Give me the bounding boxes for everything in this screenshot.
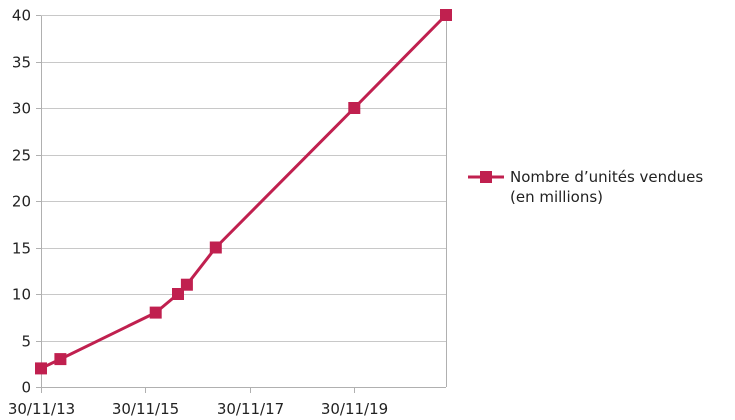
data-point-3 bbox=[172, 288, 184, 300]
data-point-0 bbox=[35, 362, 47, 375]
data-point-2 bbox=[149, 306, 162, 319]
data-point-1 bbox=[54, 353, 67, 366]
series-line bbox=[40, 13, 448, 370]
series-group bbox=[35, 9, 452, 375]
y-tick-label: 15 bbox=[12, 240, 31, 258]
y-tick-label: 0 bbox=[21, 379, 31, 397]
x-tick-label: 30/11/19 bbox=[321, 400, 388, 418]
y-tick-label: 40 bbox=[12, 7, 31, 25]
legend-swatch bbox=[466, 167, 506, 187]
data-point-4 bbox=[180, 278, 193, 291]
grid-lines bbox=[41, 15, 446, 342]
tick-labels: 0 5 10 15 20 25 30 35 40 30/11/13 30/11/15 30/11/17… bbox=[8, 7, 388, 419]
x-tick-label: 30/11/17 bbox=[217, 400, 284, 418]
x-tick-label: 30/11/15 bbox=[112, 400, 179, 418]
y-tick-label: 35 bbox=[12, 54, 31, 72]
data-point-6 bbox=[348, 102, 361, 114]
y-tick-label: 30 bbox=[12, 100, 31, 118]
y-tick-label: 10 bbox=[12, 286, 31, 304]
data-point-5 bbox=[209, 241, 222, 254]
x-tick-label: 30/11/13 bbox=[8, 400, 75, 418]
legend-label: Nombre d’unités vendues (en millions) bbox=[510, 168, 704, 206]
data-point-7 bbox=[440, 9, 452, 21]
y-tick-label: 5 bbox=[21, 333, 31, 351]
legend: Nombre d’unités vendues (en millions) bbox=[466, 167, 703, 207]
y-tick-label: 20 bbox=[12, 193, 31, 211]
y-tick-label: 25 bbox=[12, 147, 31, 165]
axes bbox=[36, 15, 447, 393]
